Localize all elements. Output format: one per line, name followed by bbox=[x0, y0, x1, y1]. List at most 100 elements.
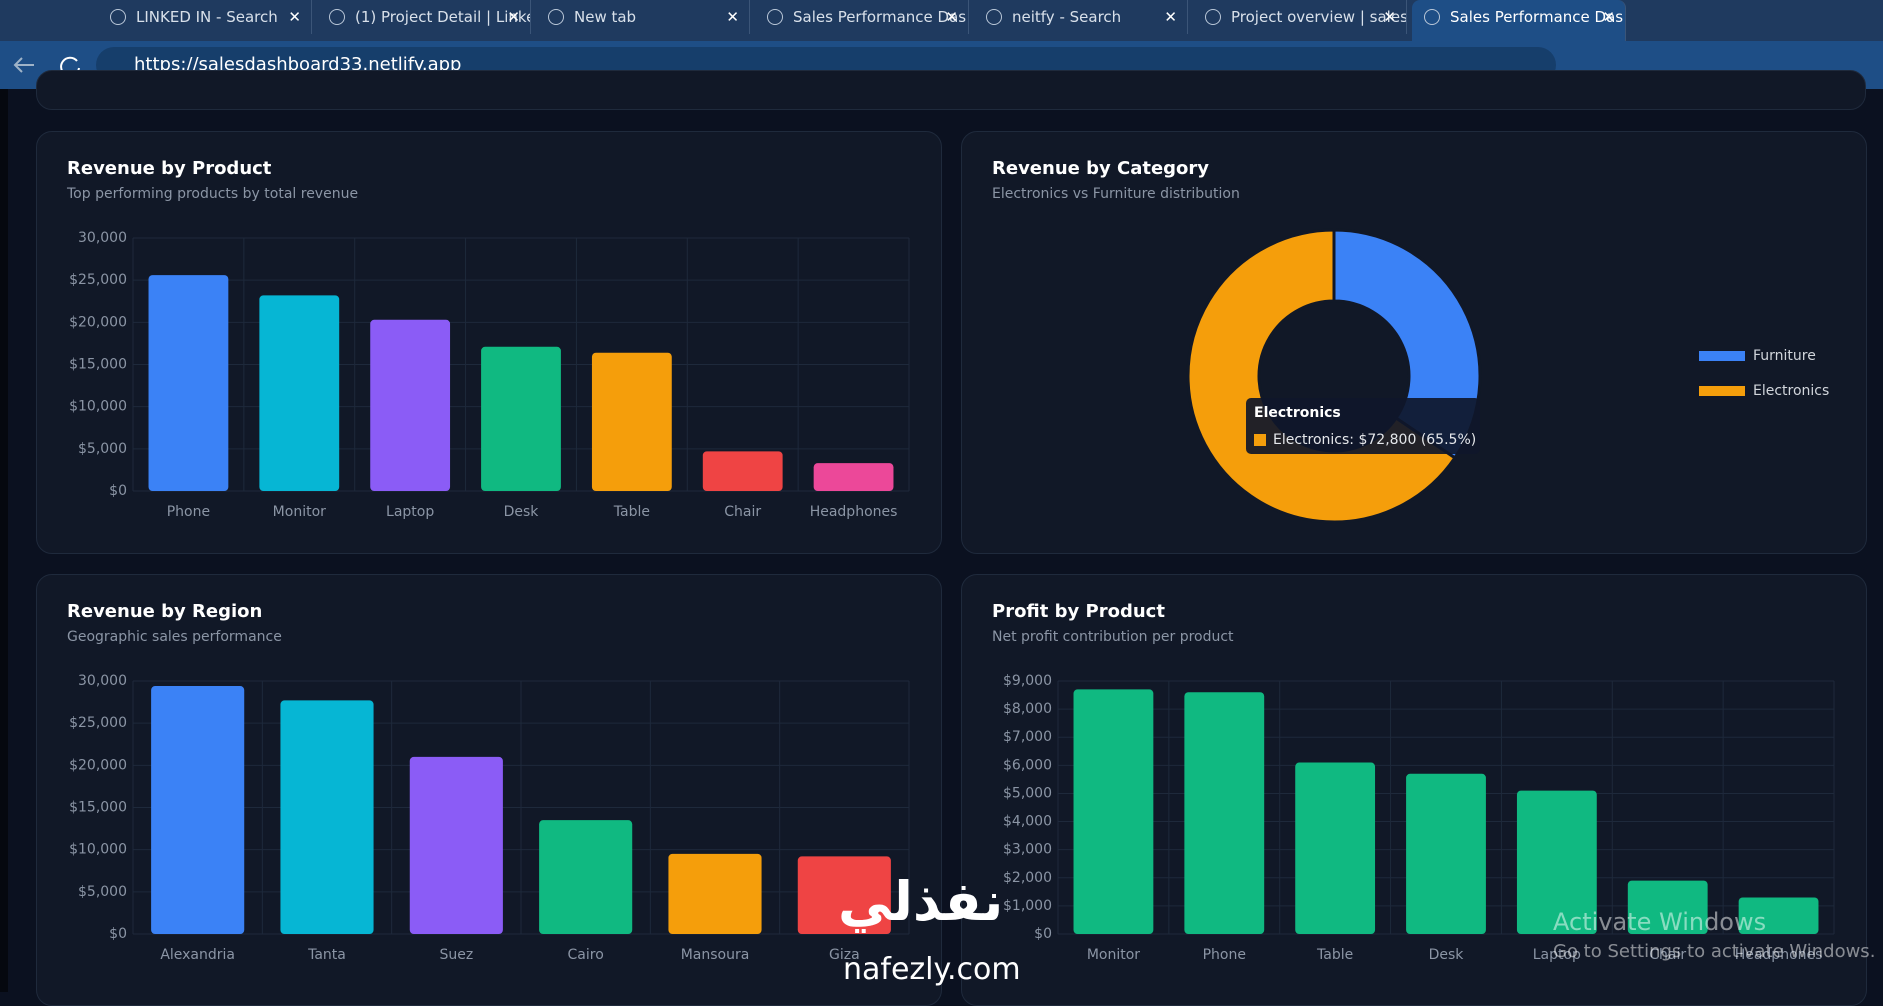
y-tick-label: 30,000 bbox=[78, 673, 127, 689]
tab-icon bbox=[986, 9, 1002, 25]
y-tick-label: $10,000 bbox=[69, 399, 127, 415]
chart-subtitle: Electronics vs Furniture distribution bbox=[992, 186, 1240, 202]
x-tick-label: Alexandria bbox=[160, 947, 235, 963]
tab-close[interactable]: ✕ bbox=[726, 8, 739, 26]
x-tick-label: Mansoura bbox=[681, 947, 750, 963]
tab-close[interactable]: ✕ bbox=[1164, 8, 1177, 26]
y-tick-label: $5,000 bbox=[1003, 785, 1052, 801]
y-tick-label: $5,000 bbox=[78, 441, 127, 457]
tab[interactable]: (1) Project Detail | Linke ✕ bbox=[317, 0, 531, 34]
chart: Revenue by Product Top performing product… bbox=[66, 158, 910, 520]
chart-title: Revenue by Region bbox=[67, 601, 262, 622]
x-tick-label: Monitor bbox=[1087, 947, 1140, 963]
legend-label: Furniture bbox=[1753, 348, 1816, 364]
chart-title: Revenue by Product bbox=[67, 158, 272, 179]
x-tick-label: Chair bbox=[724, 504, 761, 520]
x-tick-label: Table bbox=[1316, 947, 1353, 963]
tab-close[interactable]: ✕ bbox=[288, 8, 301, 26]
tab-close[interactable]: ✕ bbox=[1383, 8, 1396, 26]
tab[interactable]: Project overview | sales ✕ bbox=[1193, 0, 1407, 34]
y-tick-label: $25,000 bbox=[69, 715, 127, 731]
y-tick-label: $9,000 bbox=[1003, 673, 1052, 689]
tab-icon bbox=[110, 9, 126, 25]
tab-title: neitfy - Search bbox=[1012, 8, 1122, 26]
y-tick-label: $7,000 bbox=[1003, 729, 1052, 745]
tab[interactable]: Sales Performance Das ✕ bbox=[1412, 0, 1626, 41]
y-tick-label: $8,000 bbox=[1003, 701, 1052, 717]
tooltip-swatch bbox=[1254, 434, 1266, 446]
bar bbox=[370, 319, 451, 491]
top-card bbox=[36, 70, 1866, 110]
bar bbox=[1184, 692, 1265, 934]
tab[interactable]: New tab ✕ bbox=[536, 0, 750, 34]
chart-title: Revenue by Category bbox=[992, 158, 1209, 179]
logo-arabic: نفذلي bbox=[838, 870, 1004, 933]
bar bbox=[1295, 762, 1376, 934]
chart: Revenue by Region Geographic sales perfor… bbox=[67, 601, 910, 963]
y-tick-label: $15,000 bbox=[69, 357, 127, 373]
tab-title: (1) Project Detail | Linke bbox=[355, 8, 531, 26]
tab-icon bbox=[548, 9, 564, 25]
tab-icon bbox=[1424, 9, 1440, 25]
tab-close[interactable]: ✕ bbox=[945, 8, 958, 26]
tab[interactable]: LINKED IN - Search ✕ bbox=[98, 0, 312, 34]
x-tick-label: Tanta bbox=[307, 947, 346, 963]
chart-subtitle: Top performing products by total revenue bbox=[66, 186, 358, 202]
bar bbox=[1627, 880, 1708, 934]
y-tick-label: $20,000 bbox=[69, 757, 127, 773]
bar bbox=[1738, 897, 1819, 934]
bar bbox=[151, 686, 245, 934]
tab-close[interactable]: ✕ bbox=[1602, 8, 1615, 26]
y-tick-label: $0 bbox=[109, 926, 127, 942]
tab-title: New tab bbox=[574, 8, 637, 26]
y-tick-label: $0 bbox=[1034, 926, 1052, 942]
x-tick-label: Suez bbox=[439, 947, 473, 963]
bar bbox=[539, 820, 633, 934]
x-tick-label: Phone bbox=[1203, 947, 1246, 963]
x-tick-label: Phone bbox=[167, 504, 210, 520]
tab-icon bbox=[329, 9, 345, 25]
y-tick-label: $20,000 bbox=[69, 314, 127, 330]
tab-icon bbox=[1205, 9, 1221, 25]
y-tick-label: $25,000 bbox=[69, 272, 127, 288]
x-tick-label: Desk bbox=[1429, 947, 1465, 963]
x-tick-label: Monitor bbox=[273, 504, 326, 520]
x-tick-label: Desk bbox=[504, 504, 540, 520]
tab-close[interactable]: ✕ bbox=[507, 8, 520, 26]
chart-card: Profit by Product Net profit contribution… bbox=[961, 574, 1867, 1006]
bar bbox=[1073, 689, 1154, 934]
legend-swatch bbox=[1699, 386, 1745, 396]
bar bbox=[481, 346, 561, 491]
tab-title: Sales Performance Das bbox=[1450, 8, 1624, 26]
chart-card: Revenue by Category Electronics vs Furnit… bbox=[961, 131, 1867, 554]
bar bbox=[797, 856, 891, 934]
y-tick-label: $0 bbox=[109, 483, 127, 499]
x-tick-label: Headphones bbox=[1735, 947, 1823, 963]
tooltip-title: Electronics bbox=[1254, 405, 1341, 421]
activation-title: Activate Windows bbox=[1553, 908, 1767, 936]
bar bbox=[702, 451, 783, 491]
tab-title: Project overview | sales bbox=[1231, 8, 1407, 26]
y-tick-label: $5,000 bbox=[78, 884, 127, 900]
bar bbox=[1516, 790, 1597, 934]
chart-title: Profit by Product bbox=[992, 601, 1165, 622]
tab-bar: LINKED IN - Search ✕ (1) Project Detail | … bbox=[0, 0, 1883, 41]
y-tick-label: $3,000 bbox=[1003, 842, 1052, 858]
tab[interactable]: neitfy - Search ✕ bbox=[974, 0, 1188, 34]
tab[interactable]: Sales Performance Das ✕ bbox=[755, 0, 969, 34]
bar bbox=[148, 275, 229, 491]
bar bbox=[280, 700, 374, 934]
x-tick-label: Laptop bbox=[1533, 947, 1581, 963]
chart-subtitle: Net profit contribution per product bbox=[992, 629, 1234, 645]
logo-site: nafezly.com bbox=[843, 952, 1021, 987]
bar bbox=[1406, 773, 1486, 934]
bar bbox=[409, 756, 503, 934]
activation-text: Go to Settings to activate Windows. bbox=[1553, 941, 1876, 962]
y-tick-label: $6,000 bbox=[1003, 757, 1052, 773]
tooltip-label: Electronics: $72,800 (65.5%) bbox=[1273, 432, 1476, 448]
tab-title: Sales Performance Das bbox=[793, 8, 967, 26]
bar bbox=[813, 463, 894, 491]
x-tick-label: Headphones bbox=[810, 504, 898, 520]
x-tick-label: Chair bbox=[1649, 947, 1686, 963]
